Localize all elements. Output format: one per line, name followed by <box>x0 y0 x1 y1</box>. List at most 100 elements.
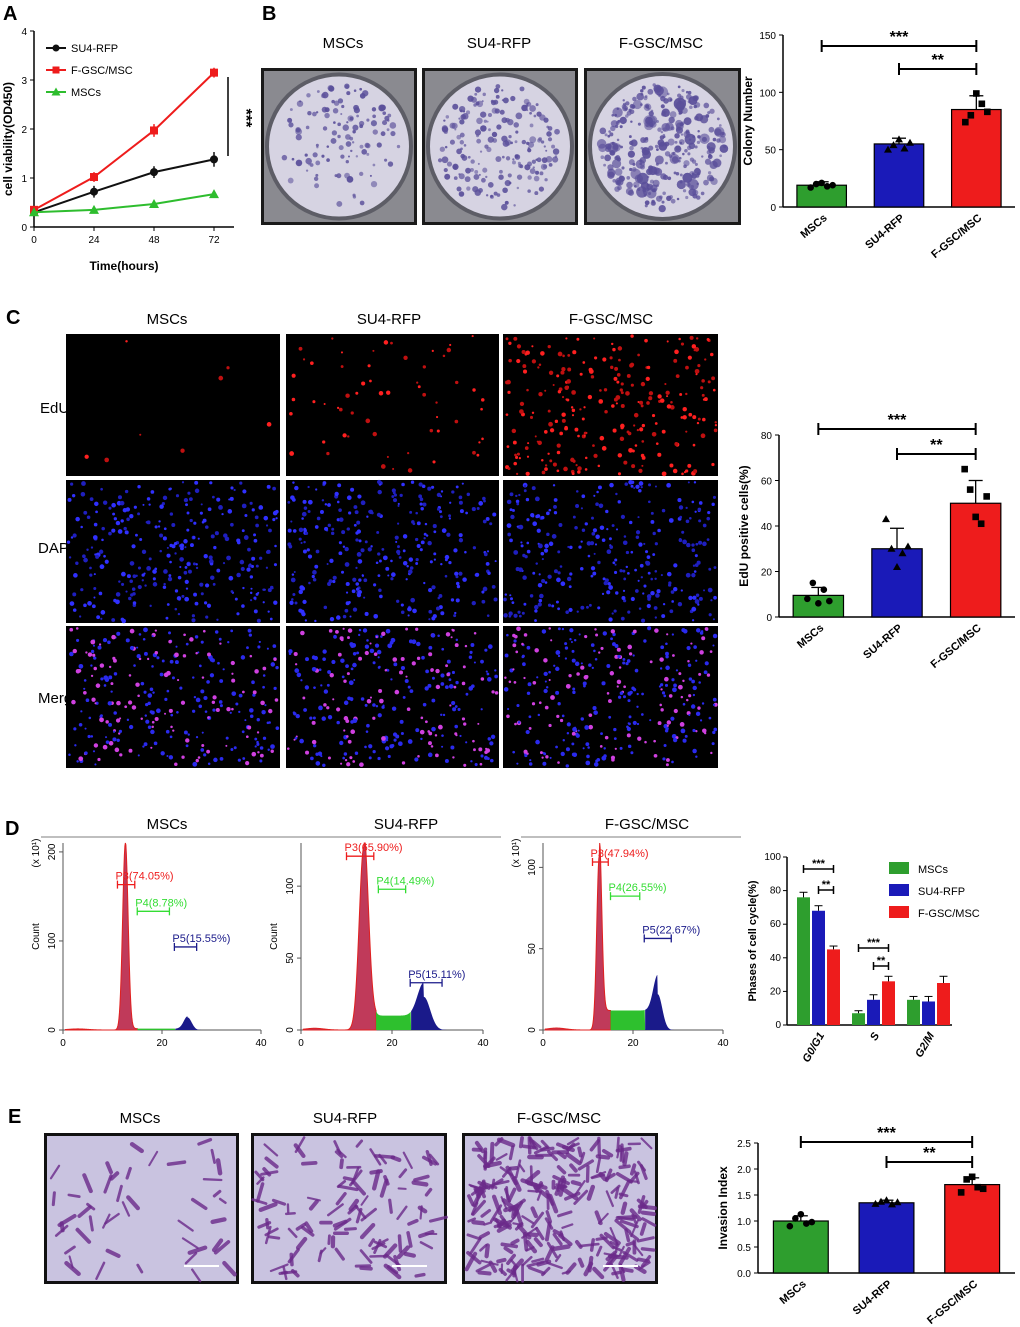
invading-cell <box>334 1150 344 1159</box>
colony <box>337 122 341 127</box>
nucleus <box>124 530 129 535</box>
colony <box>359 200 365 206</box>
histogram-area <box>411 982 456 1030</box>
nucleus <box>118 729 123 733</box>
nucleus <box>168 708 173 713</box>
colony <box>315 111 319 114</box>
invading-cell <box>413 1174 430 1182</box>
nucleus <box>364 703 368 707</box>
nucleus <box>566 379 572 384</box>
nucleus <box>692 693 696 697</box>
colony <box>347 155 350 158</box>
invading-cell <box>619 1219 639 1229</box>
nucleus <box>583 684 586 688</box>
colony <box>718 124 722 127</box>
invading-cell <box>633 1170 640 1185</box>
x-tick-label: MSCs <box>778 1278 809 1307</box>
colony <box>667 138 675 146</box>
colony <box>643 115 656 128</box>
nucleus <box>556 443 561 448</box>
colony <box>644 200 650 206</box>
colony <box>631 167 637 172</box>
x-tick-label: 0 <box>540 1038 546 1049</box>
nucleus <box>346 735 349 738</box>
colony <box>366 118 370 122</box>
nucleus <box>506 633 509 637</box>
nucleus <box>151 665 154 668</box>
nucleus <box>608 715 612 719</box>
nucleus <box>179 565 182 569</box>
colony <box>596 139 607 149</box>
nucleus <box>80 710 83 713</box>
y-tick-label: 150 <box>759 31 776 42</box>
nucleus <box>191 614 196 618</box>
colony <box>345 160 349 164</box>
nucleus <box>601 755 607 761</box>
nucleus <box>253 533 257 537</box>
nucleus <box>204 710 208 713</box>
nucleus <box>313 744 317 748</box>
nucleus <box>643 542 646 545</box>
nucleus <box>661 429 666 434</box>
colony <box>529 168 536 174</box>
x-tick-label: SU4-RFP <box>851 1278 895 1317</box>
fluorescence-background <box>286 334 499 476</box>
nucleus <box>327 503 331 507</box>
nucleus <box>526 691 531 696</box>
nucleus <box>197 756 201 759</box>
nucleus <box>354 751 359 755</box>
colony <box>679 173 683 177</box>
y-tick-label: 0.5 <box>737 1243 751 1254</box>
data-point <box>973 90 980 97</box>
nucleus <box>687 481 690 484</box>
nucleus <box>453 548 458 553</box>
colony <box>507 173 512 178</box>
nucleus <box>553 498 558 502</box>
colony <box>677 93 682 98</box>
colony <box>620 145 623 149</box>
nucleus <box>608 617 613 622</box>
nucleus <box>538 543 543 549</box>
histogram-area <box>137 1028 176 1030</box>
nucleus <box>580 665 585 670</box>
colony <box>674 140 678 144</box>
nucleus <box>435 668 440 674</box>
nucleus <box>540 515 545 520</box>
nucleus <box>115 520 121 526</box>
nucleus <box>625 662 629 666</box>
nucleus <box>585 760 591 766</box>
nucleus <box>612 632 616 637</box>
nucleus <box>509 492 514 497</box>
nucleus <box>686 542 691 548</box>
nucleus <box>557 627 561 631</box>
nucleus <box>247 628 252 633</box>
nucleus <box>697 364 701 368</box>
nucleus <box>590 574 594 578</box>
x-tick-label: 0 <box>60 1038 66 1049</box>
nucleus <box>636 705 639 708</box>
nucleus <box>99 714 103 718</box>
nucleus <box>438 724 443 730</box>
nucleus <box>509 594 512 597</box>
nucleus <box>679 392 683 396</box>
nucleus <box>159 549 162 553</box>
colony <box>687 152 691 156</box>
colony <box>675 122 684 131</box>
nucleus <box>654 422 658 425</box>
nucleus <box>661 614 666 619</box>
invading-cell <box>308 1199 319 1211</box>
nucleus <box>654 542 658 546</box>
invading-cell <box>546 1241 558 1259</box>
colony <box>291 157 295 161</box>
nucleus <box>701 636 706 641</box>
nucleus <box>148 503 151 506</box>
nucleus <box>660 398 665 403</box>
nucleus <box>640 576 643 579</box>
nucleus <box>439 510 443 514</box>
nucleus <box>600 732 603 736</box>
nucleus <box>620 514 626 519</box>
nucleus <box>387 574 390 577</box>
nucleus <box>205 615 209 619</box>
invading-cell <box>202 1178 223 1182</box>
legend-label: MSCs <box>71 87 101 99</box>
